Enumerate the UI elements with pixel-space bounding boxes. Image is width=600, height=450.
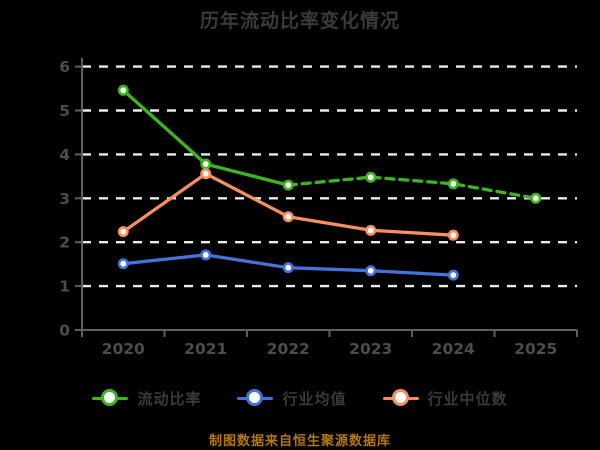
data-point-marker (117, 84, 129, 96)
data-point-marker (365, 224, 377, 236)
y-tick-label: 4 (59, 146, 70, 164)
y-tick-label: 3 (59, 190, 70, 208)
legend-line-marker-icon (92, 389, 129, 407)
x-tick-label-2024: 2024 (432, 340, 475, 358)
y-tick-label: 5 (59, 102, 70, 120)
data-point-marker (365, 265, 377, 277)
x-tick-label-2020: 2020 (102, 340, 145, 358)
legend-item-0: 流动比率 (92, 388, 201, 409)
legend-line-marker-icon (237, 389, 274, 407)
data-point-marker (282, 211, 294, 223)
x-tick-label-2021: 2021 (184, 340, 227, 358)
line-chart-plot-area: 0 1 2 3 4 5 6 2020 2021 2022 2023 2024 2025 (59, 58, 578, 358)
data-point-marker (117, 258, 129, 270)
x-tick-label-2022: 2022 (267, 340, 310, 358)
x-tick-label-2023: 2023 (349, 340, 392, 358)
legend-line-marker-icon (382, 389, 419, 407)
data-source-note: 制图数据来自恒生聚源数据库 (208, 434, 391, 449)
data-point-marker (200, 168, 212, 180)
data-point-marker (117, 226, 129, 238)
data-point-marker (447, 178, 459, 190)
chart-title: 历年流动比率变化情况 (199, 10, 400, 32)
legend-label: 行业中位数 (427, 389, 508, 408)
legend-circle-marker-icon (101, 389, 119, 406)
data-point-marker (365, 171, 377, 183)
data-point-marker (282, 179, 294, 191)
series-line-dashed-0 (286, 175, 538, 200)
legend-label: 流动比率 (137, 389, 202, 408)
x-tick-label-2025: 2025 (514, 340, 557, 358)
y-tick-label: 2 (59, 234, 70, 252)
data-point-marker (200, 158, 212, 170)
data-point-marker (447, 269, 459, 281)
legend-label: 行业均值 (282, 389, 347, 408)
legend-item-1: 行业均值 (237, 388, 346, 409)
data-point-marker (447, 229, 459, 241)
legend-circle-marker-icon (391, 389, 409, 406)
data-point-marker (530, 192, 542, 204)
data-point-marker (282, 262, 294, 274)
legend-circle-marker-icon (246, 389, 264, 406)
y-tick-label: 0 (59, 322, 70, 340)
data-point-marker (200, 249, 212, 261)
legend-item-2: 行业中位数 (382, 388, 508, 409)
y-tick-label: 1 (59, 278, 70, 296)
legend: 流动比率 行业均值 行业中位数 (0, 386, 600, 410)
y-tick-label: 6 (59, 58, 70, 76)
